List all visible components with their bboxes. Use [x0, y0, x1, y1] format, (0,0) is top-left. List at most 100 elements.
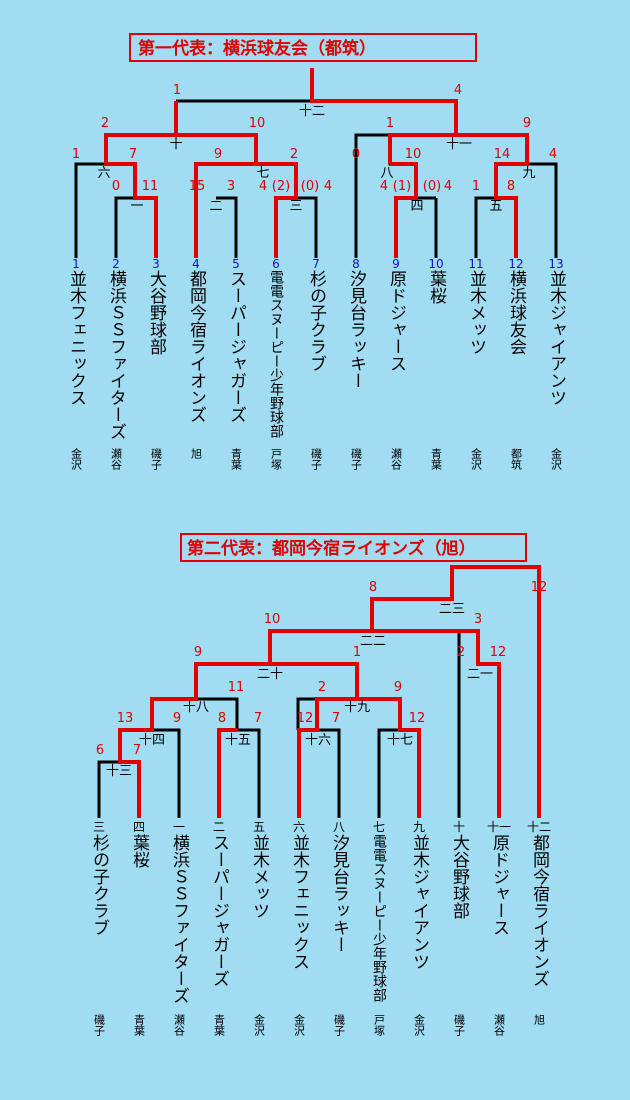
game-label: 十八 [183, 700, 209, 715]
team-entry: 3 大谷野球部 磯子 [146, 257, 167, 470]
team-number: 5 [232, 257, 240, 271]
team-region: 磯子 [310, 448, 323, 470]
team-region: 瀬谷 [390, 447, 403, 471]
score: 4 [549, 147, 557, 162]
game-label: 八 [380, 166, 393, 181]
team-name: 大谷野球部 [449, 834, 470, 919]
team-number: 八 [333, 820, 345, 834]
team-name: 横浜ＳＳファイターズ [169, 834, 190, 1004]
team-number: 4 [192, 257, 200, 271]
scores-1: 0 11 15 3 4 (2) (0) 4 4 (1) (0) 4 1 8 1 … [72, 83, 557, 194]
score: 9 [214, 147, 222, 162]
team-number: 一 [173, 820, 185, 834]
team-region: 瀬谷 [110, 447, 123, 471]
team-region: 金沢 [70, 447, 83, 471]
game-label: 二十 [257, 667, 283, 682]
team-number: 9 [392, 257, 400, 271]
team-name: 並木ジャイアンツ [409, 834, 430, 970]
team-region: 金沢 [550, 447, 563, 471]
bracket-top: 第一代表：横浜球友会（都筑） [66, 33, 567, 471]
games-1: 一 二 三 四 五 六 七 八 九 十 十一 十二 [97, 104, 535, 214]
team-entry: 十 大谷野球部 磯子 [449, 820, 470, 1036]
score: 7 [332, 711, 340, 726]
game-label: 十 [169, 137, 182, 152]
team-number: 四 [133, 820, 145, 834]
score: 11 [142, 179, 159, 194]
team-region: 磯子 [350, 448, 363, 470]
title-1: 第一代表：横浜球友会（都筑） [138, 38, 376, 59]
score: (0) [301, 179, 319, 194]
score: 1 [72, 147, 80, 162]
team-entry: 四 葉桜 青葉 [129, 820, 150, 1036]
team-entry: 二 スーパージャガーズ 青葉 [209, 820, 229, 1036]
score: 2 [290, 147, 298, 162]
team-number: 1 [72, 257, 80, 271]
team-entry: 七 電電スヌーピー少年野球部 戸塚 [371, 820, 387, 1036]
score: 10 [264, 612, 281, 627]
team-name: 原ドジャース [386, 270, 407, 372]
team-entry: 十二 都岡今宿ライオンズ 旭 [527, 820, 551, 1026]
score: 14 [494, 147, 511, 162]
team-entry: 11 並木メッツ 金沢 [466, 257, 487, 471]
team-entry: 2 横浜ＳＳファイターズ 瀬谷 [106, 257, 127, 471]
score: 0 [112, 179, 120, 194]
game-label: 十六 [305, 733, 331, 748]
team-region: 金沢 [253, 1013, 266, 1037]
team-number: 五 [253, 820, 265, 834]
team-number: 七 [373, 820, 385, 834]
score: 0 [352, 147, 360, 162]
team-entry: 9 原ドジャース 瀬谷 [386, 257, 407, 471]
team-region: 磯子 [333, 1014, 346, 1036]
team-entry: 五 並木メッツ 金沢 [249, 820, 270, 1037]
team-number: 九 [413, 820, 425, 834]
score: 12 [531, 580, 548, 595]
team-name: スーパージャガーズ [209, 834, 229, 987]
team-entry: 1 並木フェニックス 金沢 [66, 257, 87, 471]
score: (2) [272, 179, 290, 194]
score: 2 [457, 645, 465, 660]
team-number: 2 [112, 257, 120, 271]
score: 7 [254, 711, 262, 726]
team-region: 青葉 [213, 1014, 226, 1036]
game-label: 二 [209, 199, 222, 214]
team-entry: 10 葉桜 青葉 [426, 257, 447, 470]
game-label: 九 [522, 166, 535, 181]
score: 9 [194, 645, 202, 660]
score: 10 [405, 147, 422, 162]
game-label: 一 [130, 199, 143, 214]
team-region: 磯子 [150, 448, 163, 470]
team-name: 原ドジャース [489, 834, 510, 936]
score: 11 [228, 680, 245, 695]
score: 8 [507, 179, 515, 194]
team-entry: 7 杉の子クラブ 磯子 [306, 257, 327, 470]
score: 9 [173, 711, 181, 726]
team-number: 8 [352, 257, 360, 271]
team-entry: 4 都岡今宿ライオンズ 旭 [186, 257, 207, 460]
team-entry: 13 並木ジャイアンツ 金沢 [546, 257, 567, 471]
team-entry: 六 並木フェニックス 金沢 [289, 820, 310, 1037]
score: 4 [259, 179, 267, 194]
title-2: 第二代表：都岡今宿ライオンズ（旭） [187, 538, 476, 559]
game-label: 二一 [467, 667, 493, 682]
team-name: 横浜ＳＳファイターズ [106, 270, 127, 440]
team-region: 戸塚 [270, 448, 283, 470]
team-region: 青葉 [430, 448, 443, 470]
team-entry: 5 スーパージャガーズ 青葉 [226, 257, 246, 470]
team-region: 旭 [533, 1013, 546, 1026]
score: 8 [369, 580, 377, 595]
team-entry: 九 並木ジャイアンツ 金沢 [409, 820, 430, 1037]
game-label: 六 [97, 166, 110, 181]
team-region: 都筑 [510, 448, 523, 470]
team-number: 3 [152, 257, 160, 271]
team-number: 十 [453, 820, 465, 834]
team-region: 瀬谷 [173, 1013, 186, 1037]
score: (0) [423, 179, 441, 194]
lines-red-1 [104, 68, 529, 258]
team-name: 並木フェニックス [66, 270, 87, 406]
team-name: 横浜球友会 [506, 270, 527, 355]
score: 6 [96, 743, 104, 758]
team-number: 13 [548, 257, 563, 271]
team-region: 戸塚 [373, 1014, 386, 1036]
score: 4 [454, 83, 462, 98]
team-number: 十一 [487, 820, 511, 834]
